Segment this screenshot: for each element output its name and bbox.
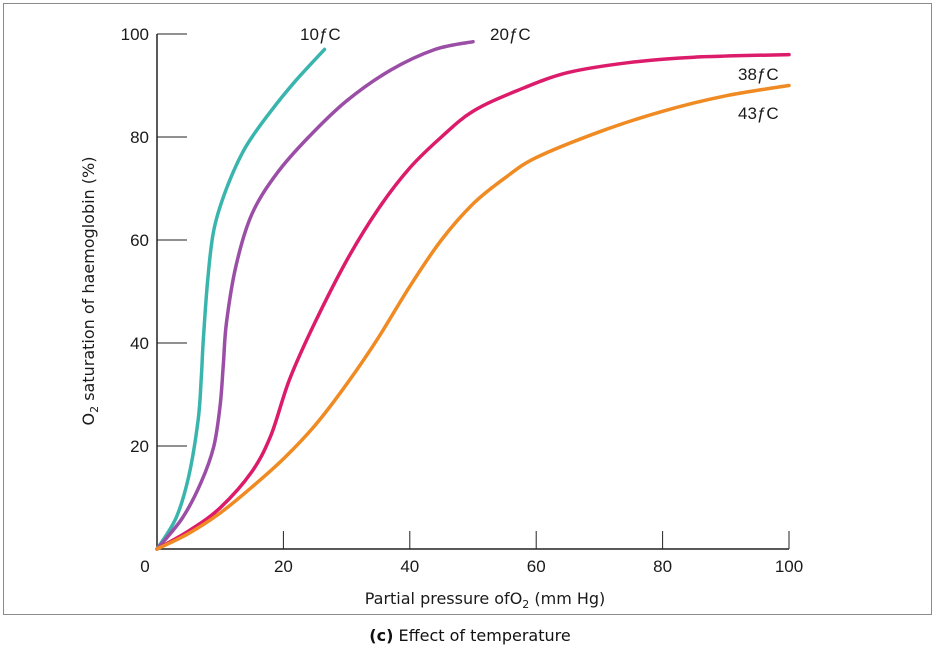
- x-tick-label: 20: [274, 557, 293, 576]
- x-axis-title-o: O: [510, 589, 523, 608]
- x-tick-label: 40: [400, 557, 419, 576]
- y-tick-label: 80: [130, 128, 149, 147]
- y-axis-title: O2 saturation of haemoglobin (%): [79, 157, 101, 426]
- x-tick-label: 100: [775, 557, 803, 576]
- curve-label-20c: 20ƒC: [490, 25, 531, 44]
- y-tick-label: 100: [121, 25, 149, 44]
- curve-series-3: [155, 83, 791, 551]
- y-axis-title-o: O: [79, 413, 98, 426]
- ticks: 20 40 60 80 100 20 40 60 80 100: [121, 25, 804, 576]
- x-tick-label: 80: [653, 557, 672, 576]
- x-tick-label: 60: [527, 557, 546, 576]
- y-axis-title-sub: 2: [88, 406, 101, 413]
- figure-frame: [3, 3, 932, 615]
- figure-caption: (c) Effect of temperature: [0, 626, 940, 645]
- curve-label-43c: 43ƒC: [738, 104, 779, 123]
- curve-series-2: [155, 52, 791, 551]
- y-axis-title-suffix: saturation of haemoglobin (%): [79, 157, 98, 406]
- y-tick-label: 40: [130, 334, 149, 353]
- x-axis-title: Partial pressure ofO2 (mm Hg): [365, 589, 606, 611]
- curve-label-38c: 38ƒC: [738, 65, 779, 84]
- curves: [155, 39, 791, 551]
- axes: [156, 34, 789, 550]
- x-axis-title-prefix: Partial pressure of: [365, 589, 510, 608]
- caption-letter: (c): [369, 626, 394, 645]
- y-tick-label: 60: [130, 231, 149, 250]
- curve-series-0: [155, 47, 327, 551]
- x-axis-title-sub: 2: [522, 598, 529, 611]
- curve-series-1: [155, 39, 475, 551]
- x-axis-title-suffix: (mm Hg): [529, 589, 605, 608]
- curve-label-10c: 10ƒC: [300, 25, 341, 44]
- caption-text: Effect of temperature: [393, 626, 571, 645]
- origin-label: 0: [140, 557, 149, 576]
- y-tick-label: 20: [130, 437, 149, 456]
